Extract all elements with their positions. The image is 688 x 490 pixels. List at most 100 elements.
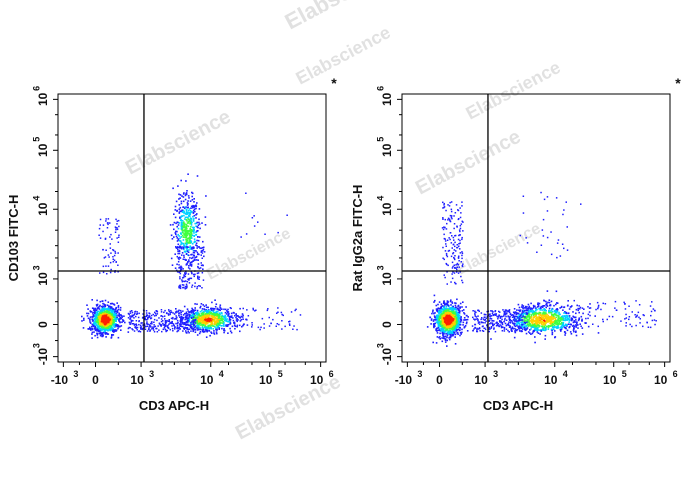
event-dot	[170, 311, 173, 313]
event-dot	[477, 315, 479, 317]
event-dot	[224, 324, 227, 326]
event-dot	[199, 328, 202, 331]
event-dot	[197, 263, 200, 265]
event-dot	[445, 333, 447, 335]
event-dot	[175, 246, 177, 248]
event-dot	[442, 328, 445, 330]
event-dot	[457, 325, 460, 327]
event-dot	[547, 328, 550, 330]
event-dot	[205, 304, 207, 306]
event-dot	[506, 324, 509, 326]
event-dot	[523, 326, 526, 329]
event-dot	[102, 318, 105, 321]
event-dot	[292, 328, 294, 330]
event-dot	[223, 331, 225, 334]
event-dot	[107, 223, 109, 226]
event-dot	[198, 278, 200, 280]
event-dot	[438, 313, 440, 315]
event-dot	[215, 315, 218, 318]
event-dot	[288, 321, 290, 323]
y-tick-label: 10	[36, 143, 50, 157]
event-dot	[110, 311, 113, 313]
event-dot	[523, 311, 525, 313]
event-dot	[266, 309, 269, 312]
event-dot	[474, 310, 476, 312]
event-dot	[547, 326, 550, 329]
event-dot	[181, 317, 183, 319]
event-dot	[89, 318, 91, 320]
event-dot	[438, 329, 441, 331]
event-dot	[167, 327, 170, 330]
event-dot	[192, 249, 195, 252]
event-dot	[477, 320, 479, 322]
event-dot	[550, 320, 552, 323]
event-dot	[185, 331, 187, 334]
event-dot	[97, 321, 100, 323]
event-dot	[87, 328, 89, 330]
event-dot	[460, 316, 462, 318]
event-dot	[194, 273, 196, 276]
event-dot	[207, 314, 209, 316]
event-dot	[463, 317, 466, 319]
event-dot	[168, 309, 170, 311]
event-dot	[495, 325, 498, 327]
event-dot	[183, 248, 185, 251]
event-dot	[149, 330, 151, 332]
event-dot	[433, 326, 435, 329]
event-dot	[431, 312, 433, 315]
event-dot	[237, 315, 239, 317]
event-dot	[188, 232, 190, 235]
event-dot	[575, 326, 577, 328]
event-dot	[186, 308, 189, 310]
event-dot	[443, 301, 445, 303]
event-dot	[215, 320, 217, 323]
event-dot	[89, 328, 92, 330]
event-dot	[546, 316, 549, 319]
event-dot	[555, 290, 558, 293]
event-dot	[199, 305, 202, 308]
event-dot	[505, 312, 507, 315]
event-dot	[207, 316, 209, 318]
event-dot	[550, 310, 552, 312]
event-dot	[92, 325, 95, 328]
event-dot	[450, 299, 452, 301]
event-dot	[224, 315, 226, 318]
event-dot	[531, 312, 534, 314]
event-dot	[539, 329, 541, 331]
event-dot	[160, 309, 163, 311]
event-dot	[134, 326, 136, 329]
event-dot	[145, 319, 147, 321]
event-dot	[563, 306, 566, 308]
event-dot	[183, 323, 185, 326]
event-dot	[546, 290, 549, 292]
event-dot	[537, 313, 540, 316]
event-dot	[514, 329, 516, 332]
event-dot	[551, 315, 553, 317]
event-dot	[106, 310, 108, 312]
event-dot	[185, 322, 187, 324]
event-dot	[115, 329, 118, 331]
event-dot	[438, 318, 440, 320]
event-dot	[293, 325, 295, 327]
event-dot	[437, 323, 440, 326]
event-dot	[554, 319, 557, 321]
event-dot	[102, 249, 104, 251]
event-dot	[194, 210, 196, 213]
event-dot	[538, 311, 541, 314]
event-dot	[194, 309, 196, 311]
event-dot	[207, 325, 210, 328]
event-dot	[524, 312, 526, 315]
event-dot	[201, 325, 204, 327]
event-dot	[178, 247, 181, 249]
event-dot	[497, 323, 499, 325]
event-dot	[97, 327, 100, 330]
event-dot	[96, 325, 99, 328]
event-dot	[494, 310, 497, 312]
event-dot	[86, 315, 89, 317]
event-dot	[482, 330, 485, 332]
event-dot	[547, 301, 549, 304]
event-dot	[189, 233, 191, 236]
event-dot	[118, 236, 120, 238]
event-dot	[178, 286, 180, 288]
event-dot	[252, 309, 255, 311]
